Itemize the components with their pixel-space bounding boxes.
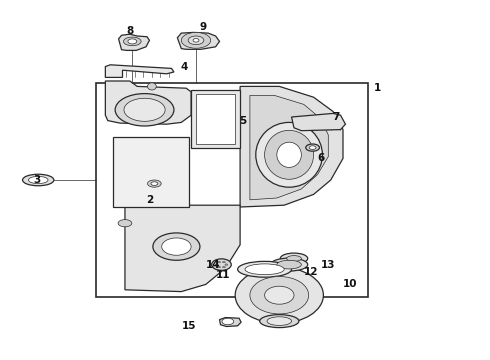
Ellipse shape (265, 130, 314, 179)
Polygon shape (240, 86, 343, 207)
Ellipse shape (193, 39, 199, 42)
Ellipse shape (28, 176, 48, 184)
Ellipse shape (222, 266, 225, 268)
Ellipse shape (23, 174, 54, 186)
Ellipse shape (250, 276, 309, 314)
Text: 3: 3 (33, 175, 40, 185)
Ellipse shape (218, 261, 220, 263)
Polygon shape (177, 32, 220, 49)
Ellipse shape (118, 220, 132, 227)
Text: 11: 11 (216, 270, 230, 280)
Bar (113, 137, 189, 207)
Text: 6: 6 (318, 153, 324, 163)
Bar (196, 94, 235, 144)
Text: 7: 7 (332, 112, 340, 122)
Ellipse shape (222, 261, 225, 263)
Ellipse shape (181, 32, 211, 48)
Ellipse shape (260, 315, 299, 328)
Polygon shape (119, 34, 149, 50)
Text: 15: 15 (181, 321, 196, 331)
Text: 2: 2 (146, 195, 153, 205)
Ellipse shape (225, 264, 228, 265)
Ellipse shape (306, 144, 319, 151)
Text: 13: 13 (321, 260, 336, 270)
Polygon shape (191, 90, 240, 148)
Text: 9: 9 (200, 22, 207, 32)
Ellipse shape (218, 266, 220, 268)
Ellipse shape (151, 182, 158, 185)
Ellipse shape (222, 318, 234, 325)
Ellipse shape (277, 260, 301, 269)
Ellipse shape (270, 258, 308, 271)
Ellipse shape (265, 286, 294, 304)
Ellipse shape (280, 253, 308, 264)
Ellipse shape (188, 36, 204, 45)
Polygon shape (292, 113, 345, 131)
Ellipse shape (162, 238, 191, 255)
Ellipse shape (123, 37, 141, 46)
Ellipse shape (147, 180, 161, 187)
Bar (96, 83, 368, 297)
Polygon shape (125, 205, 240, 292)
Ellipse shape (147, 83, 156, 90)
Polygon shape (105, 65, 174, 77)
Ellipse shape (245, 264, 284, 275)
Polygon shape (250, 95, 328, 200)
Ellipse shape (115, 94, 174, 126)
Ellipse shape (212, 259, 231, 270)
Ellipse shape (128, 39, 137, 44)
Ellipse shape (153, 233, 200, 260)
Ellipse shape (309, 146, 316, 149)
Text: 14: 14 (206, 260, 220, 270)
Text: 5: 5 (239, 116, 246, 126)
Text: 10: 10 (343, 279, 358, 289)
Text: 4: 4 (180, 62, 188, 72)
Ellipse shape (277, 142, 301, 167)
Ellipse shape (124, 98, 165, 121)
Ellipse shape (287, 256, 301, 261)
Polygon shape (220, 318, 241, 327)
Ellipse shape (267, 317, 292, 325)
Text: 12: 12 (304, 267, 318, 277)
Ellipse shape (235, 267, 323, 323)
Text: 1: 1 (374, 83, 381, 93)
Ellipse shape (215, 264, 218, 265)
Polygon shape (105, 81, 191, 124)
Text: 8: 8 (126, 26, 133, 36)
Polygon shape (259, 295, 300, 321)
Ellipse shape (238, 261, 292, 277)
Ellipse shape (256, 122, 322, 187)
